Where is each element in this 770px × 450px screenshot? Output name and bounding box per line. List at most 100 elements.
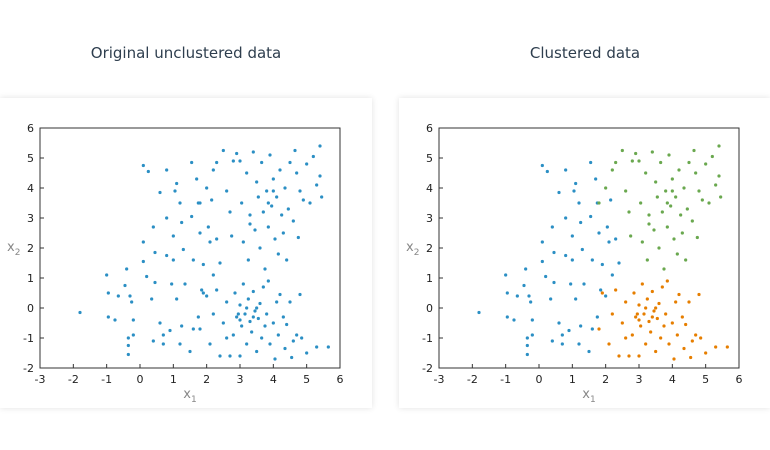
data-point (315, 183, 319, 187)
data-point (580, 247, 584, 252)
data-point (225, 336, 229, 340)
data-point (266, 279, 270, 283)
data-point (218, 261, 222, 265)
data-point (634, 151, 638, 156)
data-point (644, 306, 648, 310)
data-point (657, 301, 661, 306)
data-point (505, 291, 509, 295)
data-point (545, 169, 549, 174)
data-point (660, 210, 664, 214)
data-point (235, 315, 239, 319)
data-point (293, 148, 297, 153)
data-point (211, 312, 215, 316)
data-point (577, 342, 581, 346)
data-point (206, 225, 210, 229)
data-point (305, 351, 309, 355)
data-point (660, 285, 664, 289)
x-tick-label: 5 (303, 373, 310, 386)
data-point (614, 288, 618, 292)
data-point (525, 352, 529, 357)
data-point (670, 189, 674, 193)
data-point (141, 259, 145, 264)
data-point (515, 294, 519, 298)
data-point (664, 189, 668, 193)
data-point (158, 321, 162, 325)
data-point (627, 210, 631, 214)
x-tick-label: 4 (270, 373, 277, 386)
data-point (627, 354, 631, 358)
data-point (278, 168, 282, 172)
data-point (231, 333, 235, 337)
x-tick-label: -2 (467, 373, 478, 386)
x-tick-label: 3 (237, 373, 244, 386)
data-point (669, 204, 673, 208)
data-point (273, 237, 277, 241)
data-point (198, 231, 202, 235)
x-tick-label: -1 (101, 373, 112, 386)
data-point (175, 181, 179, 186)
data-point (634, 315, 638, 319)
data-point (550, 339, 554, 343)
data-point (126, 343, 130, 348)
data-point (276, 333, 280, 337)
data-point (680, 315, 684, 319)
data-point (630, 333, 634, 337)
data-point (572, 189, 576, 193)
data-point (504, 273, 508, 277)
data-point (246, 297, 250, 301)
data-point (208, 342, 212, 346)
data-point (270, 204, 274, 208)
data-point (198, 201, 202, 205)
data-point (238, 159, 242, 163)
x-axis-label: x1 (582, 387, 595, 405)
data-point (530, 318, 534, 322)
data-point (253, 228, 257, 232)
data-point (649, 330, 653, 334)
data-point (278, 292, 282, 297)
data-point (667, 153, 671, 157)
data-point (188, 349, 192, 354)
data-point (248, 319, 252, 324)
x-tick-label: 3 (636, 373, 643, 386)
data-point (552, 280, 556, 285)
data-point (604, 186, 608, 190)
y-tick-label: -1 (23, 332, 34, 345)
data-point (170, 282, 174, 286)
data-point (151, 225, 155, 229)
data-point (620, 321, 624, 325)
data-point (645, 297, 649, 301)
data-point (263, 324, 267, 328)
x-tick-label: 2 (203, 373, 210, 386)
y-tick-label: -2 (23, 362, 34, 375)
data-point (318, 144, 322, 148)
data-point (605, 225, 609, 229)
data-point (620, 148, 624, 153)
data-point (240, 201, 244, 205)
data-point (256, 195, 260, 199)
data-point (191, 258, 195, 262)
x-tick-label: 1 (569, 373, 576, 386)
x-tick-label: 2 (602, 373, 609, 386)
data-point (645, 258, 649, 262)
plot-frame (438, 127, 740, 369)
data-point (680, 231, 684, 235)
data-point (116, 294, 120, 298)
data-point (161, 333, 165, 337)
x-tick-label: 6 (736, 373, 743, 386)
data-point (240, 324, 244, 328)
data-point (674, 300, 678, 304)
data-point (318, 174, 322, 178)
data-point (291, 339, 295, 343)
data-point (659, 336, 663, 340)
data-point (255, 306, 259, 310)
data-point (637, 318, 641, 322)
data-point (690, 339, 694, 343)
data-point (130, 300, 134, 304)
data-point (125, 267, 129, 271)
data-point (180, 220, 184, 225)
data-point (530, 333, 534, 337)
data-point (251, 289, 255, 294)
data-point (704, 162, 708, 166)
data-point (171, 234, 175, 238)
data-point (238, 354, 242, 358)
